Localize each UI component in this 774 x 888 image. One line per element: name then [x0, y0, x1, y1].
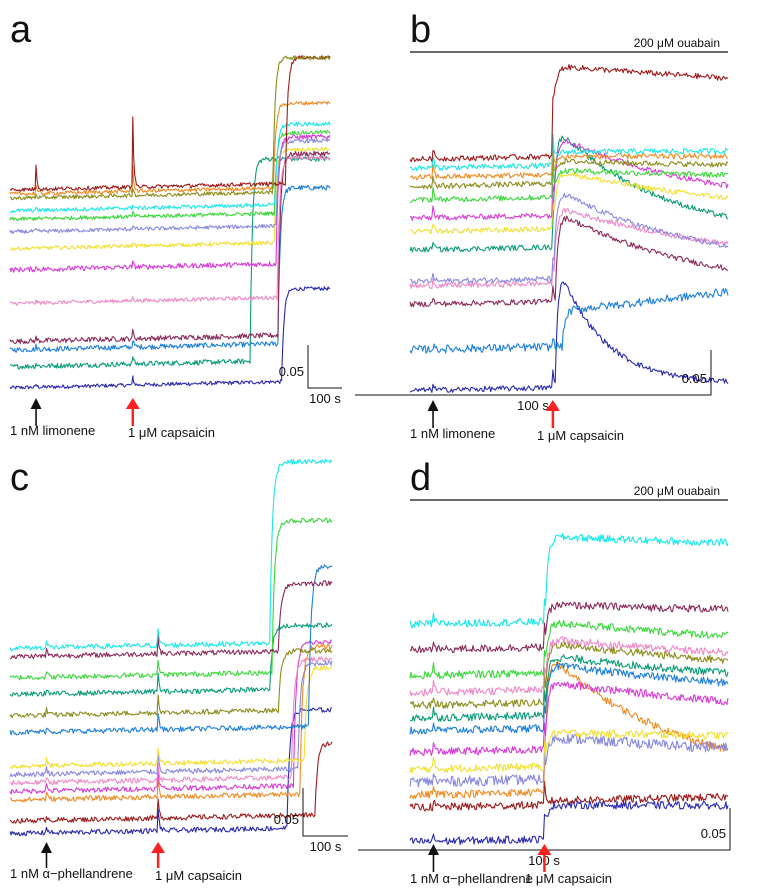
panel-a: a 0.05 100 s 1 nM limonene 1 μM capsaici… — [9, 9, 342, 440]
panel-c: c 0.05 100 s 1 nM α−phellandrene 1 μM ca… — [9, 457, 348, 883]
trace-line — [9, 133, 331, 273]
trace-line — [9, 517, 333, 681]
trace-line — [9, 639, 332, 795]
trace-line — [9, 660, 333, 778]
trace-line — [409, 800, 729, 846]
stimulus-label-odorant: 1 nM limonene — [410, 426, 495, 441]
trace-group — [9, 55, 331, 390]
stimulus-label-odorant: 1 nM α−phellandrene — [10, 866, 133, 881]
stimulus-arrow-capsaicin — [545, 400, 560, 428]
stimulus-label-capsaicin: 1 μM capsaicin — [525, 871, 612, 886]
trace-line — [9, 707, 333, 837]
arrow-head — [30, 398, 42, 409]
trace-line — [409, 172, 729, 235]
stimulus-label-odorant: 1 nM limonene — [10, 423, 95, 438]
trace-line — [409, 139, 729, 221]
scale-bar-y-label: 0.05 — [701, 826, 726, 841]
panel-letter: d — [410, 457, 431, 499]
arrow-head — [151, 842, 166, 853]
trace-line — [409, 636, 729, 697]
scale-bar-x-label: 100 s — [309, 391, 341, 406]
trace-line — [409, 192, 729, 285]
panel-d: d 200 μM ouabain 0.05 100 s 1 nM α−phell… — [358, 457, 731, 886]
arrow-head — [427, 400, 439, 411]
trace-line — [409, 681, 729, 757]
trace-line — [409, 288, 729, 354]
trace-group — [409, 532, 729, 846]
trace-line — [9, 580, 333, 660]
trace-group — [409, 64, 729, 393]
trace-line — [410, 134, 729, 172]
trace-line — [9, 564, 333, 736]
trace-line — [409, 662, 729, 735]
scale-bar — [307, 345, 342, 389]
trace-line — [9, 138, 331, 235]
scale-bar-y-label: 0.05 — [274, 812, 299, 827]
stimulus-arrow-capsaicin — [125, 398, 140, 426]
trace-line — [409, 281, 729, 393]
trace-line — [9, 741, 333, 824]
stimulus-arrow-odorant — [40, 842, 52, 868]
stimulus-arrow-odorant — [427, 844, 439, 872]
trace-line — [409, 532, 729, 629]
scale-bar — [358, 808, 731, 851]
trace-group — [9, 458, 333, 837]
trace-line — [409, 207, 729, 290]
trace-line — [409, 619, 729, 680]
trace-line — [9, 155, 331, 306]
trace-line — [409, 654, 729, 722]
scale-bar-y-label: 0.05 — [279, 364, 304, 379]
panel-letter: b — [410, 9, 431, 51]
panel-letter: c — [10, 457, 29, 499]
panel-letter: a — [10, 9, 32, 51]
stimulus-label-capsaicin: 1 μM capsaicin — [537, 428, 624, 443]
trace-line — [9, 184, 331, 353]
stimulus-arrow-capsaicin — [537, 844, 552, 872]
stimulus-arrow-odorant — [30, 398, 42, 426]
trace-line — [9, 55, 331, 192]
scale-bar-y-label: 0.05 — [682, 371, 707, 386]
trace-line — [9, 647, 333, 719]
arrow-head — [427, 844, 439, 855]
arrow-head — [125, 398, 140, 409]
trace-line — [9, 55, 331, 201]
treatment-bar-label: 200 μM ouabain — [634, 484, 720, 498]
trace-line — [409, 780, 728, 812]
panel-b: b 200 μM ouabain 0.05 100 s 1 nM limonen… — [355, 9, 729, 443]
trace-line — [409, 215, 729, 308]
stimulus-label-capsaicin: 1 μM capsaicin — [155, 868, 242, 883]
stimulus-label-odorant: 1 nM α−phellandrene — [410, 871, 533, 886]
trace-line — [9, 458, 333, 652]
trace-line — [9, 622, 333, 697]
scale-bar-x-label: 100 s — [517, 398, 549, 413]
trace-line — [9, 146, 331, 251]
trace-line — [9, 286, 331, 390]
arrow-head — [40, 842, 52, 853]
scale-bar — [355, 350, 712, 396]
trace-line — [409, 163, 729, 204]
trace-line — [9, 656, 333, 786]
scale-bar-x-label: 100 s — [310, 839, 342, 854]
trace-line — [409, 601, 729, 654]
trace-line — [9, 643, 333, 803]
trace-line — [9, 664, 333, 769]
trace-line — [409, 142, 729, 181]
trace-line — [409, 148, 729, 190]
arrow-head — [537, 844, 552, 855]
scale-bar — [302, 788, 348, 837]
treatment-bar-label: 200 μM ouabain — [634, 36, 720, 50]
trace-line — [409, 660, 729, 799]
stimulus-arrow-odorant — [427, 400, 439, 428]
trace-line — [409, 728, 729, 774]
trace-line — [9, 150, 331, 345]
stimulus-label-capsaicin: 1 μM capsaicin — [128, 425, 215, 440]
arrow-head — [545, 400, 560, 411]
trace-line — [9, 100, 331, 197]
trace-line — [409, 135, 729, 253]
trace-line — [409, 733, 729, 788]
trace-line — [409, 64, 729, 163]
stimulus-arrow-capsaicin — [151, 842, 166, 868]
trace-line — [9, 121, 331, 213]
